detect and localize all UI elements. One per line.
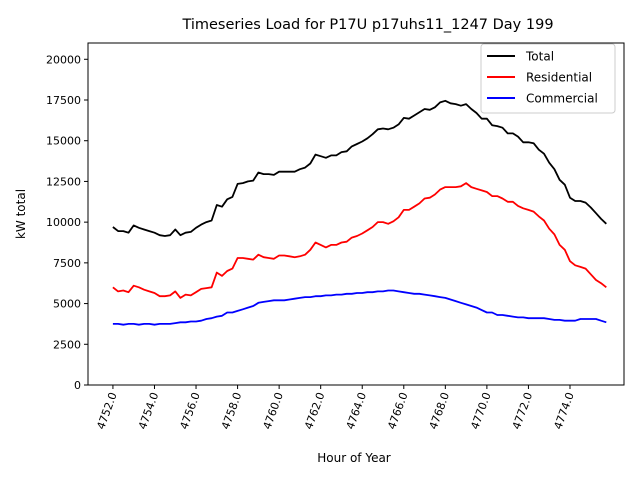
- y-tick-label: 10000: [46, 216, 81, 229]
- y-tick-label: 12500: [46, 175, 81, 188]
- legend: Total Residential Commercial: [480, 43, 616, 114]
- x-tick-label: 4754.0: [136, 391, 161, 432]
- legend-label-commercial: Commercial: [526, 92, 598, 106]
- x-tick-label: 4764.0: [344, 391, 369, 432]
- series-line-total: [112, 99, 607, 237]
- y-axis-label: kW total: [14, 189, 28, 239]
- x-tick-label: 4762.0: [302, 391, 327, 432]
- series-line-commercial: [112, 289, 607, 326]
- x-tick-label: 4756.0: [177, 391, 202, 432]
- legend-label-residential: Residential: [526, 71, 592, 85]
- x-tick-label: 4772.0: [510, 391, 535, 432]
- y-axis: 0 2500 5000 7500 10000 12500 15000 17500 20000: [46, 53, 88, 392]
- y-tick-label: 17500: [46, 94, 81, 107]
- y-tick-label: 7500: [53, 257, 81, 270]
- axes-frame: [87, 42, 625, 386]
- legend-label-total: Total: [525, 50, 554, 64]
- y-tick-label: 5000: [53, 298, 81, 311]
- x-tick-label: 4774.0: [551, 391, 576, 432]
- y-tick-label: 15000: [46, 135, 81, 148]
- x-tick-label: 4770.0: [468, 391, 493, 432]
- x-tick-label: 4758.0: [219, 391, 244, 432]
- plot-area: [112, 99, 607, 326]
- x-axis-label: Hour of Year: [317, 451, 391, 465]
- x-tick-label: 4760.0: [261, 391, 286, 432]
- y-tick-label: 20000: [46, 53, 81, 66]
- y-tick-label: 2500: [53, 338, 81, 351]
- x-tick-label: 4766.0: [385, 391, 410, 432]
- chart-title: Timeseries Load for P17U p17uhs11_1247 D…: [181, 17, 553, 33]
- legend-box: [480, 43, 616, 114]
- series-line-residential: [112, 182, 607, 299]
- x-axis: 4752.0 4754.0 4756.0 4758.0 4760.0 4762.0 4764…: [94, 385, 577, 432]
- x-tick-label: 4752.0: [94, 391, 119, 432]
- y-tick-label: 0: [74, 379, 81, 392]
- x-tick-label: 4768.0: [427, 391, 452, 432]
